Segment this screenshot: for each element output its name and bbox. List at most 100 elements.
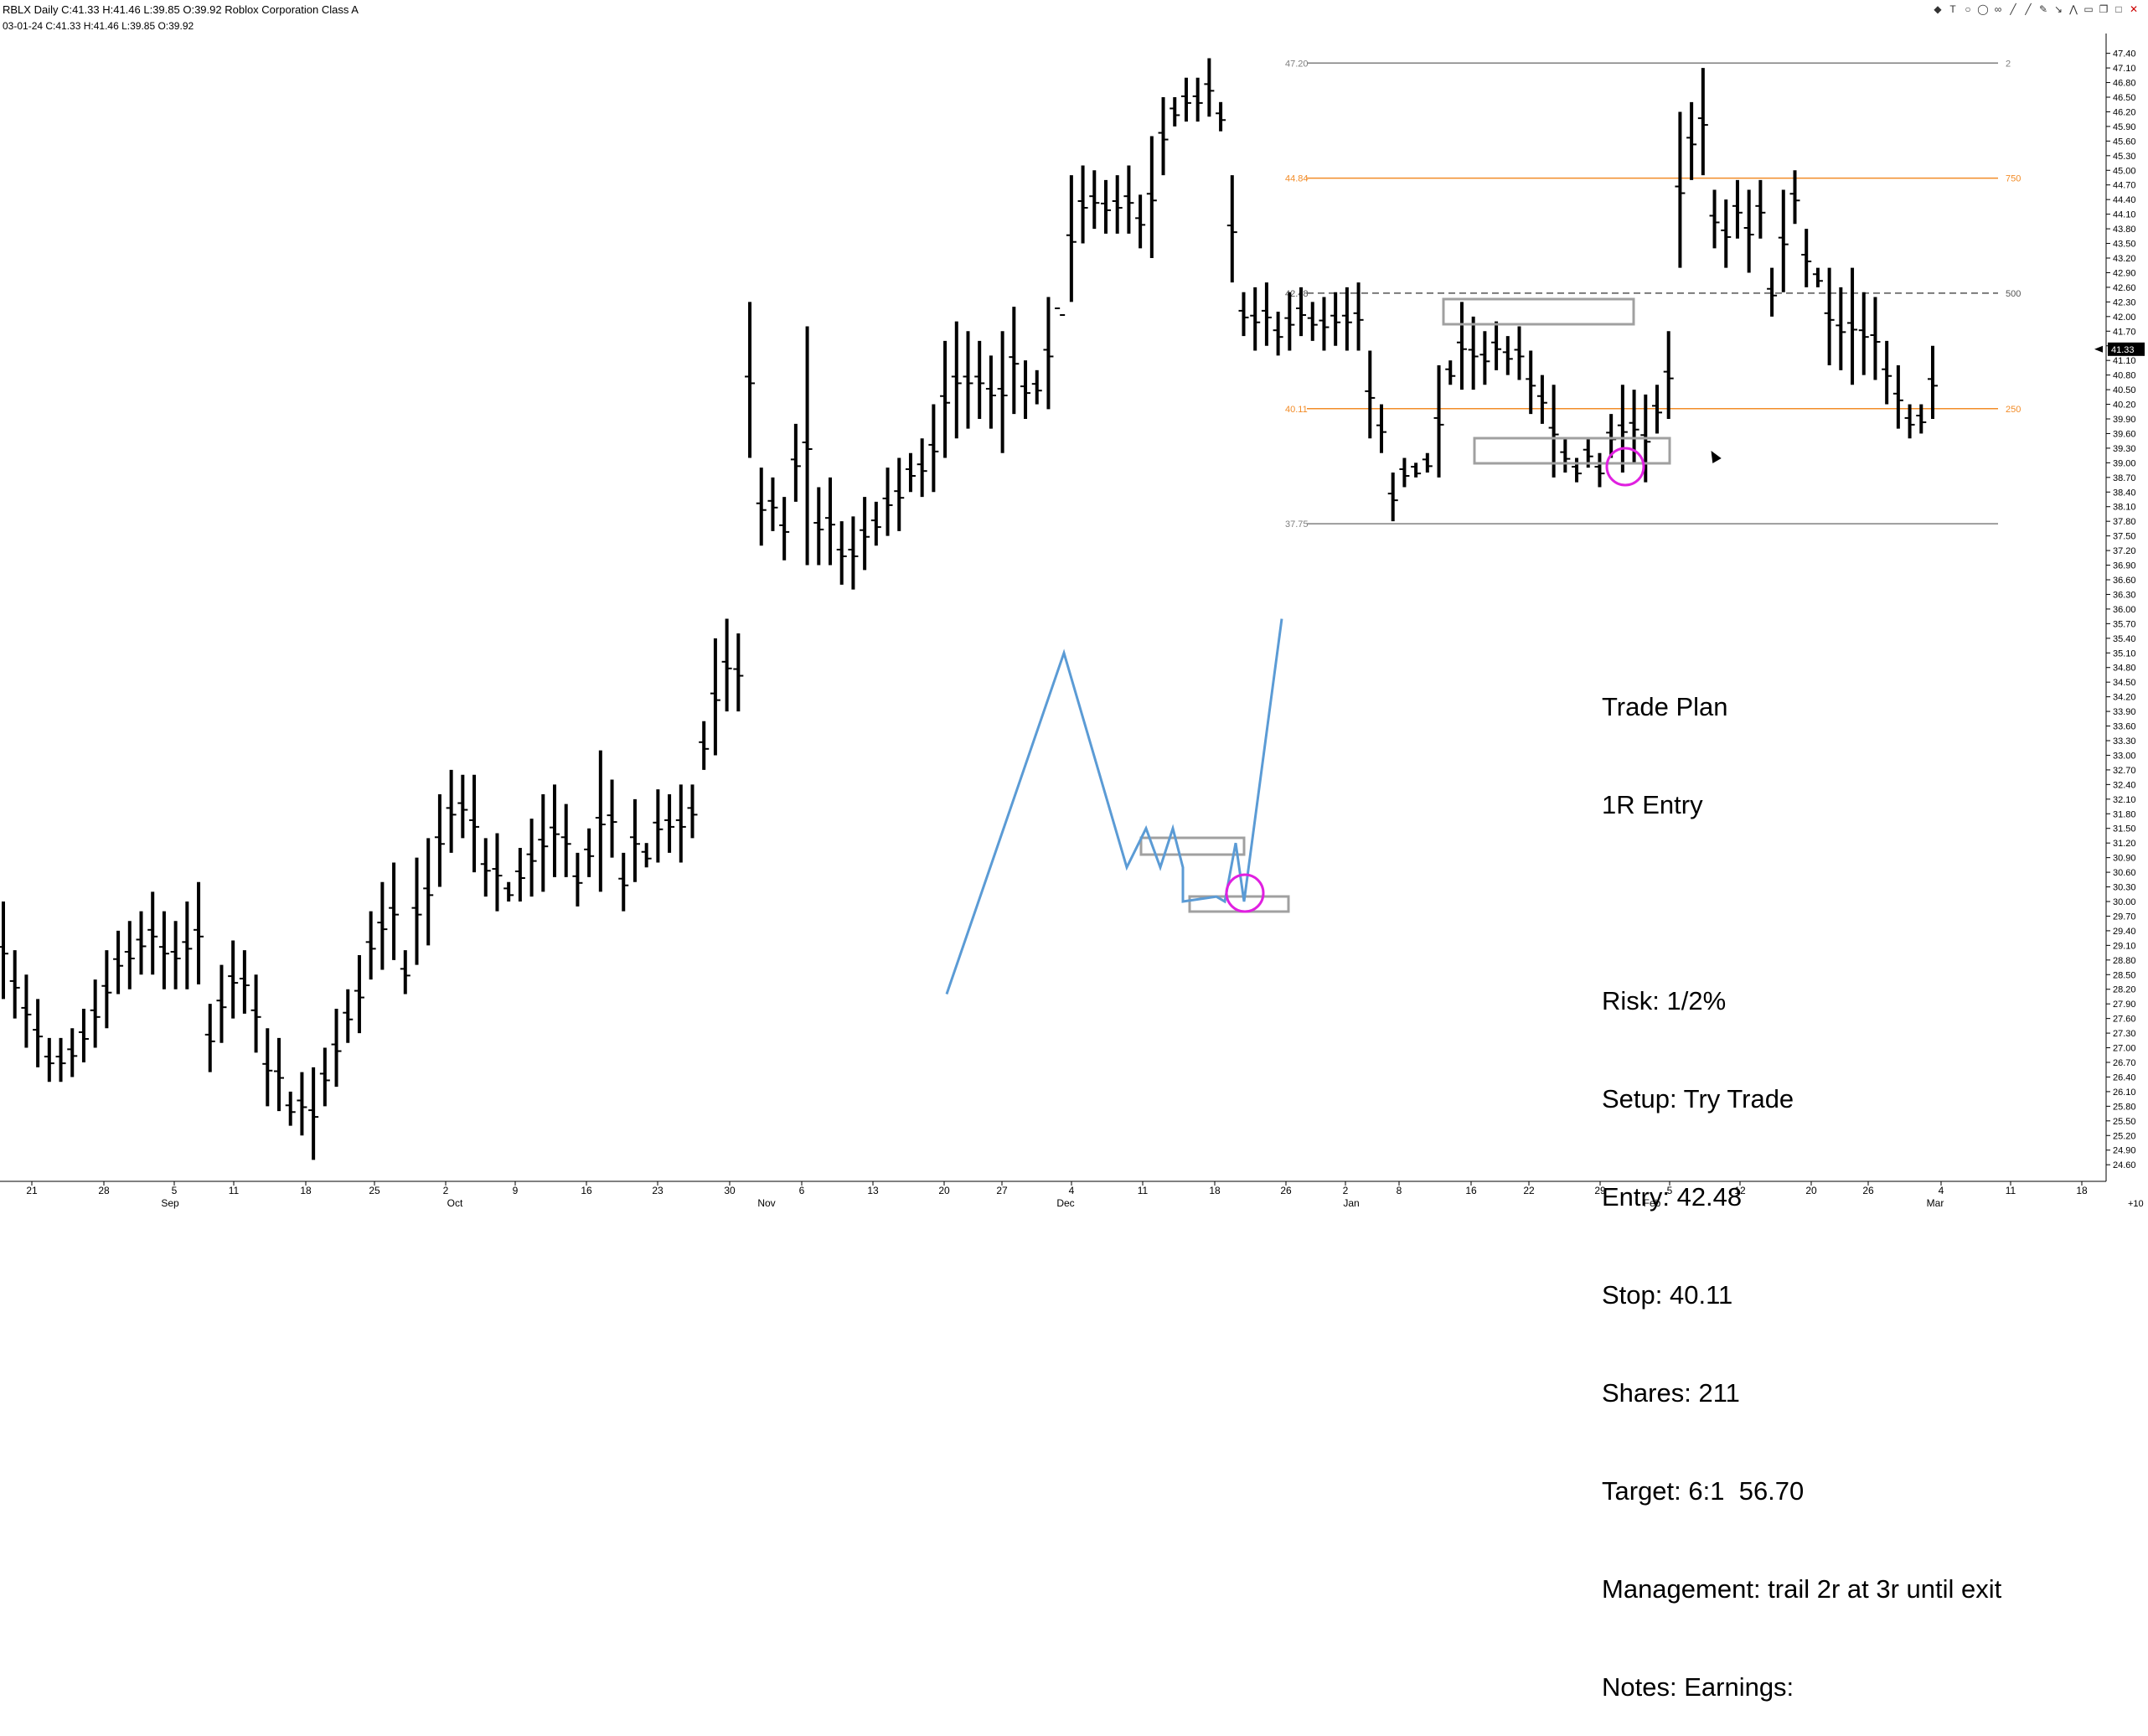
y-tick-label: 34.80 xyxy=(2113,664,2136,674)
x-tick-label: 26 xyxy=(1862,1185,1874,1196)
y-tick-label: 44.10 xyxy=(2113,210,2136,220)
fib-level-price: 37.75 xyxy=(1285,519,1309,530)
x-tick-label: 21 xyxy=(26,1185,38,1196)
x-tick-label: 30 xyxy=(724,1185,736,1196)
x-tick-label: 5 xyxy=(172,1185,178,1196)
y-tick-label: 28.80 xyxy=(2113,956,2136,966)
x-tick-label: 20 xyxy=(938,1185,950,1196)
y-tick-label: 43.20 xyxy=(2113,254,2136,264)
x-tick-label: 16 xyxy=(1465,1185,1477,1196)
y-tick-label: 41.10 xyxy=(2113,356,2136,366)
y-tick-label: 31.50 xyxy=(2113,824,2136,834)
y-tick-label: 47.10 xyxy=(2113,64,2136,74)
y-tick-label: 25.50 xyxy=(2113,1117,2136,1127)
current-price-label: 41.33 xyxy=(2111,345,2135,355)
y-tick-label: 46.50 xyxy=(2113,93,2136,103)
x-tick-label: 18 xyxy=(1209,1185,1221,1196)
link-icon[interactable]: ∞ xyxy=(1994,3,2002,15)
x-tick-label: 11 xyxy=(1138,1185,1149,1196)
y-tick-label: 26.40 xyxy=(2113,1072,2136,1082)
y-tick-label: 24.60 xyxy=(2113,1160,2136,1170)
trend2-icon[interactable]: ╱ xyxy=(2025,3,2032,15)
restore-icon[interactable]: ❐ xyxy=(2099,3,2109,15)
y-tick-label: 31.80 xyxy=(2113,809,2136,819)
close-icon[interactable]: ✕ xyxy=(2129,3,2139,15)
y-tick-label: 40.20 xyxy=(2113,400,2136,411)
x-tick-label: 2 xyxy=(1343,1185,1349,1196)
chart-title: RBLX Daily C:41.33 H:41.46 L:39.85 O:39.… xyxy=(3,3,359,16)
zigzag-icon[interactable]: ⋀ xyxy=(2069,3,2078,15)
x-month-label: Jan xyxy=(1343,1197,1359,1209)
trend-icon[interactable]: ╱ xyxy=(2010,3,2016,15)
y-tick-label: 35.70 xyxy=(2113,619,2136,629)
x-tick-label: 11 xyxy=(2006,1185,2016,1196)
y-tick-label: 38.10 xyxy=(2113,503,2136,513)
x-tick-label: 18 xyxy=(2076,1185,2088,1196)
y-tick-label: 39.00 xyxy=(2113,458,2136,468)
y-tick-label: 37.20 xyxy=(2113,546,2136,556)
y-tick-label: 42.00 xyxy=(2113,313,2136,323)
y-tick-label: 25.80 xyxy=(2113,1102,2136,1112)
chart-subtitle: 03-01-24 C:41.33 H:41.46 L:39.85 O:39.92 xyxy=(3,20,194,32)
x-tick-label: 9 xyxy=(513,1185,519,1196)
entry-highlight-circle xyxy=(1605,447,1645,487)
y-tick-label: 45.60 xyxy=(2113,137,2136,147)
y-tick-label: 26.70 xyxy=(2113,1058,2136,1068)
maximize-icon[interactable]: □ xyxy=(2115,3,2122,15)
y-tick-label: 38.40 xyxy=(2113,488,2136,498)
y-tick-label: 27.60 xyxy=(2113,1015,2136,1025)
x-tick-label: 8 xyxy=(1397,1185,1402,1196)
trade-plan-entry: Entry: 42.48 xyxy=(1602,1182,1743,1212)
text-icon[interactable]: T xyxy=(1949,3,1956,15)
y-tick-label: 40.80 xyxy=(2113,371,2136,381)
x-corner-label: +10 xyxy=(2128,1199,2144,1209)
y-tick-label: 47.40 xyxy=(2113,49,2136,59)
circle-icon[interactable]: ○ xyxy=(1965,3,1971,15)
chart-toolbar: ◆ T ○ ◯ ∞ ╱ ╱ ✎ ↘ ⋀ ▭ ❐ □ ✕ xyxy=(1932,3,2140,15)
y-tick-label: 32.40 xyxy=(2113,780,2136,790)
marker-icon[interactable]: ✎ xyxy=(2038,3,2048,15)
fib-level-tag: 500 xyxy=(2006,289,2021,299)
x-tick-label: 16 xyxy=(581,1185,592,1196)
arrow-icon[interactable]: ↘ xyxy=(2053,3,2063,15)
y-tick-label: 32.70 xyxy=(2113,766,2136,776)
y-tick-label: 28.20 xyxy=(2113,985,2136,995)
y-tick-label: 29.70 xyxy=(2113,912,2136,922)
x-tick-label: 4 xyxy=(1069,1185,1075,1196)
y-tick-label: 45.30 xyxy=(2113,152,2136,162)
x-tick-label: 25 xyxy=(369,1185,380,1196)
y-tick-label: 34.50 xyxy=(2113,678,2136,688)
pattern-illustration-line xyxy=(945,618,1283,995)
trade-plan-subtitle: 1R Entry xyxy=(1602,790,1703,819)
y-tick-label: 35.40 xyxy=(2113,634,2136,644)
y-tick-label: 32.10 xyxy=(2113,795,2136,805)
consolidation-box xyxy=(1139,836,1246,856)
fib-level-tag: 750 xyxy=(2006,174,2021,184)
y-tick-label: 42.30 xyxy=(2113,297,2136,307)
trade-plan-stop: Stop: 40.11 xyxy=(1602,1280,1733,1310)
x-tick-label: 18 xyxy=(300,1185,312,1196)
y-tick-label: 34.20 xyxy=(2113,693,2136,703)
y-tick-label: 35.10 xyxy=(2113,648,2136,659)
x-month-label: Mar xyxy=(1927,1197,1944,1209)
y-tick-label: 26.10 xyxy=(2113,1088,2136,1098)
x-tick-label: 5 xyxy=(1667,1185,1673,1196)
price-chart[interactable]: 47.40 47.10 46.80 46.50 46.20 45.90 45.60 45.30… xyxy=(0,0,2148,1210)
x-tick-label: 11 xyxy=(229,1185,240,1196)
trade-plan-risk: Risk: 1/2% xyxy=(1602,986,1727,1015)
y-tick-label: 31.20 xyxy=(2113,839,2136,849)
fib-level-tag: 2 xyxy=(2006,59,2011,69)
palette-icon[interactable]: ◆ xyxy=(1934,3,1942,15)
y-tick-label: 39.90 xyxy=(2113,415,2136,425)
fib-level-price: 40.11 xyxy=(1285,405,1308,415)
y-tick-label: 27.00 xyxy=(2113,1044,2136,1054)
x-month-label: Sep xyxy=(161,1197,179,1209)
y-tick-label: 45.00 xyxy=(2113,166,2136,176)
y-tick-label: 29.10 xyxy=(2113,941,2136,951)
pattern-highlight-circle xyxy=(1225,873,1265,913)
fib-level-price: 47.20 xyxy=(1285,59,1309,69)
rect-icon[interactable]: ▭ xyxy=(2083,3,2094,15)
x-tick-label: 6 xyxy=(799,1185,805,1196)
y-tick-label: 30.90 xyxy=(2113,854,2136,864)
ellipse-icon[interactable]: ◯ xyxy=(1977,3,1989,15)
